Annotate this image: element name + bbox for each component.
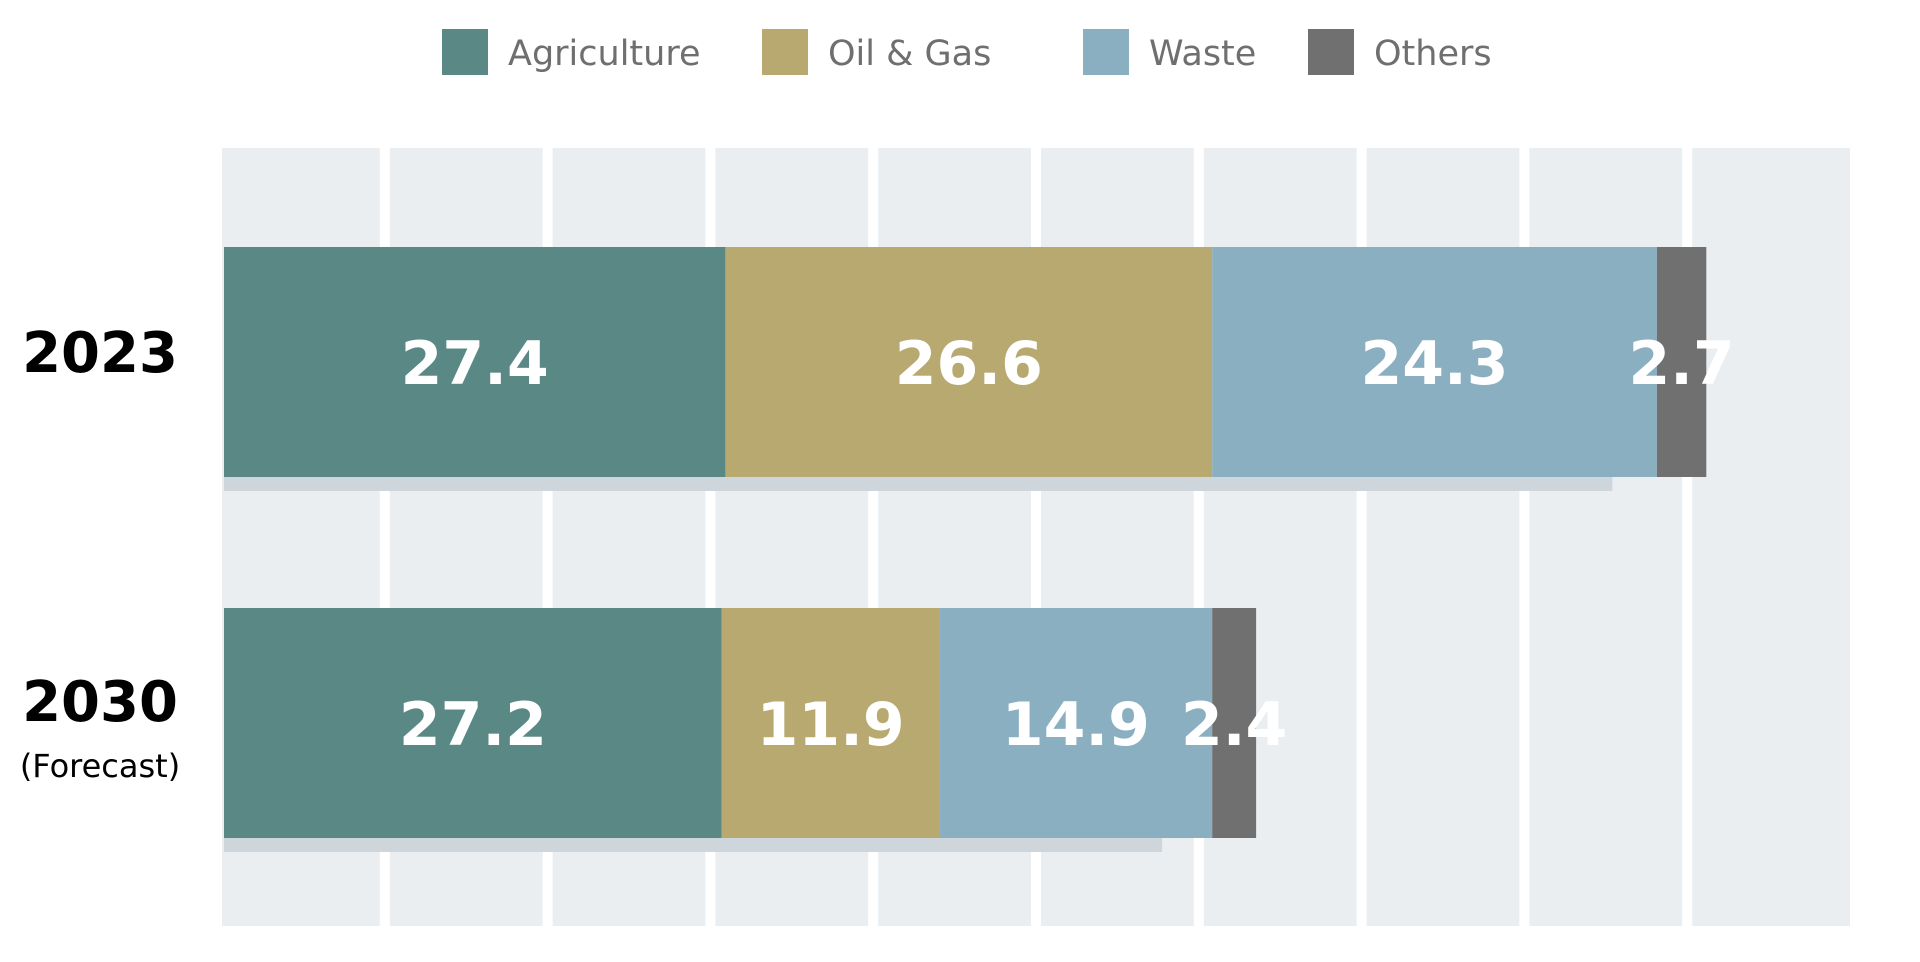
legend-swatch — [1083, 29, 1129, 75]
bar-row: 27.4 26.6 24.3 2.7 — [224, 247, 1735, 491]
bars: 27.4 26.6 24.3 2.7 27.2 11.9 14.9 2.4 — [224, 247, 1735, 852]
bar-segment — [721, 608, 940, 838]
bar-segment — [1212, 608, 1257, 838]
legend-swatch — [1308, 29, 1354, 75]
data-label: 2.7 — [1628, 329, 1734, 399]
data-label: 27.4 — [401, 329, 549, 399]
data-label: 14.9 — [1002, 690, 1150, 760]
data-label: 2.4 — [1181, 690, 1287, 760]
gridline — [379, 148, 390, 926]
gridline — [1031, 148, 1041, 926]
legend-label: Waste — [1149, 34, 1256, 74]
legend-item: Oil & Gas — [762, 29, 991, 75]
legend-item: Others — [1308, 29, 1492, 75]
data-label: 24.3 — [1361, 329, 1509, 399]
bar-shadow — [224, 477, 1613, 491]
category-label: 2023 — [22, 321, 178, 386]
legend-label: Agriculture — [508, 34, 700, 74]
legend-label: Others — [1374, 34, 1492, 74]
bar-segment — [939, 608, 1213, 838]
gridline — [705, 148, 716, 926]
legend: Agriculture Oil & Gas Waste Others — [442, 29, 1492, 75]
legend-item: Agriculture — [442, 29, 700, 75]
bar-segment — [224, 608, 722, 838]
bar-segment — [1212, 247, 1657, 477]
legend-swatch — [762, 29, 808, 75]
category-label: 2030 (Forecast) — [20, 670, 180, 785]
data-label: 27.2 — [399, 690, 547, 760]
gridline — [1682, 148, 1693, 926]
bar-shadow — [224, 838, 1163, 852]
category-axis: 2023 2030 (Forecast) — [20, 321, 180, 785]
category-sublabel: (Forecast) — [20, 747, 180, 785]
data-label: 26.6 — [895, 329, 1043, 399]
bar-row: 27.2 11.9 14.9 2.4 — [224, 608, 1287, 852]
legend-label: Oil & Gas — [828, 34, 991, 74]
data-label: 11.9 — [757, 690, 905, 760]
gridline — [1193, 148, 1204, 926]
gridline — [542, 148, 553, 926]
gridline — [868, 148, 879, 926]
bar-segment — [1656, 247, 1707, 477]
bar-segment — [224, 247, 726, 477]
gridline — [1519, 148, 1530, 926]
category-year: 2030 — [22, 670, 178, 735]
legend-swatch — [442, 29, 488, 75]
bar-segment — [725, 247, 1213, 477]
legend-item: Waste — [1083, 29, 1256, 75]
gridline — [1356, 148, 1367, 926]
category-year: 2023 — [22, 321, 178, 386]
